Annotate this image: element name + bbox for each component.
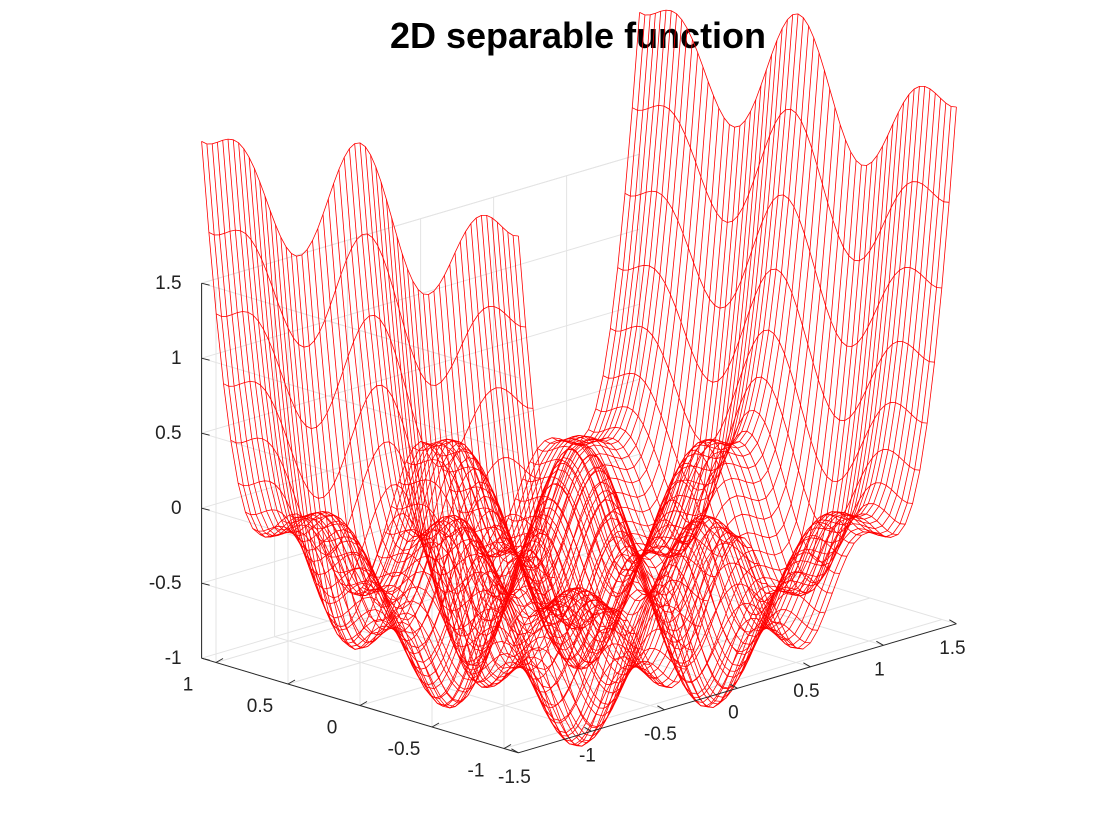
mesh-line-constant-y: [454, 123, 894, 705]
x-tick-label: -1: [579, 745, 596, 766]
mesh-line-constant-y: [380, 52, 820, 635]
z-tick-label: 1.5: [155, 273, 181, 294]
y-tick-mark: [431, 722, 440, 728]
mesh-line-constant-y: [275, 95, 714, 677]
mesh-line-constant-y: [254, 39, 693, 621]
x-tick-label: 1: [874, 659, 885, 680]
mesh-line-constant-y: [407, 139, 846, 722]
surface-mesh: [201, 9, 957, 747]
z-tick-mark: [201, 582, 210, 586]
y-tick-mark: [359, 701, 368, 706]
mesh-line-constant-y: [312, 111, 751, 693]
y-tick-label: 0.5: [247, 696, 273, 717]
mesh-line-constant-y: [375, 37, 815, 620]
x-tick-label: 0.5: [793, 681, 819, 702]
mesh-line-constant-y: [396, 107, 836, 689]
mesh-line-constant-y: [227, 10, 667, 592]
z-tick-label: -0.5: [149, 573, 182, 594]
mesh-line-constant-y: [238, 13, 677, 596]
mesh-line-constant-y: [491, 88, 931, 671]
back-wall-gridline: [201, 228, 640, 359]
y-tick-label: 1: [183, 675, 194, 696]
mesh-line-constant-y: [444, 146, 883, 728]
x-tick-label: -0.5: [644, 724, 677, 745]
z-tick-mark: [201, 657, 210, 661]
z-tick-mark: [201, 432, 210, 436]
y-tick-label: -0.5: [388, 739, 421, 760]
box-edge: [201, 282, 519, 379]
mesh-line-constant-y: [486, 86, 926, 668]
mesh-line-constant-y: [206, 14, 646, 597]
x-tick-mark: [949, 619, 957, 625]
floor-gridline: [215, 533, 655, 663]
floor-gridline: [359, 576, 799, 706]
mesh-line-constant-y: [512, 106, 952, 688]
mesh-line-constant-y: [291, 124, 730, 706]
z-tick-mark: [201, 357, 210, 361]
mesh-line-constant-y: [423, 164, 862, 747]
x-tick-mark: [511, 748, 519, 754]
mesh-line-constant-y: [264, 66, 704, 649]
mesh-line-constant-y: [296, 127, 735, 709]
back-wall-gridline: [201, 303, 640, 434]
mesh-line-constant-y: [412, 152, 852, 734]
mesh-line-constant-y: [417, 160, 857, 742]
x-tick-mark: [730, 683, 738, 689]
z-tick-mark: [201, 507, 210, 511]
x-tick-mark: [584, 726, 592, 732]
x-tick-label: 1.5: [939, 638, 965, 659]
y-tick-label: 0: [327, 718, 338, 739]
mesh-line-constant-y: [433, 162, 873, 744]
mesh-line-constant-y: [370, 25, 809, 608]
back-wall-gridline: [201, 378, 640, 509]
z-tick-label: 0: [171, 498, 182, 519]
tick-labels: -1.5-1-0.500.511.5-1-0.500.51-1-0.500.51…: [149, 273, 966, 788]
mesh-line-constant-y: [232, 10, 672, 592]
mesh-line-constant-y: [201, 12, 640, 594]
mesh-line-constant-x: [208, 229, 526, 386]
y-tick-mark: [287, 679, 296, 685]
x-tick-mark: [657, 705, 665, 711]
z-tick-label: -1: [165, 648, 182, 669]
x-tick-label: -1.5: [498, 767, 531, 788]
mesh-line-constant-y: [502, 98, 941, 680]
mesh-line-constant-y: [285, 117, 725, 700]
x-tick-mark: [803, 662, 811, 668]
mesh-line-constant-y: [222, 11, 662, 593]
y-tick-label: -1: [468, 761, 485, 782]
z-tick-label: 0.5: [155, 423, 181, 444]
mesh-line-constant-y: [459, 112, 899, 694]
mesh-line-constant-y: [259, 52, 699, 634]
mesh-line-constant-y: [269, 81, 709, 663]
mesh-line-constant-y: [465, 102, 904, 684]
mesh-line-constant-y: [248, 28, 688, 610]
mesh-line-constant-y: [211, 14, 651, 597]
mesh-line-constant-y: [438, 155, 878, 737]
mesh-line-constant-y: [217, 13, 656, 595]
axes: [201, 282, 957, 754]
x-tick-label: 0: [728, 702, 739, 723]
floor-gridline: [431, 597, 871, 728]
mesh-line-constant-y: [449, 135, 889, 717]
mesh-line-constant-y: [391, 88, 831, 671]
y-tick-mark: [215, 658, 224, 663]
y-tick-mark: [503, 744, 512, 749]
z-tick-mark: [201, 282, 210, 286]
z-tick-label: 1: [171, 348, 182, 369]
x-tick-mark: [876, 640, 884, 646]
mesh-line-constant-y: [333, 54, 772, 636]
chart-title: 2D separable function: [390, 15, 766, 56]
mesh-line-constant-y: [243, 19, 683, 601]
mesh-line-constant-y: [301, 125, 741, 708]
